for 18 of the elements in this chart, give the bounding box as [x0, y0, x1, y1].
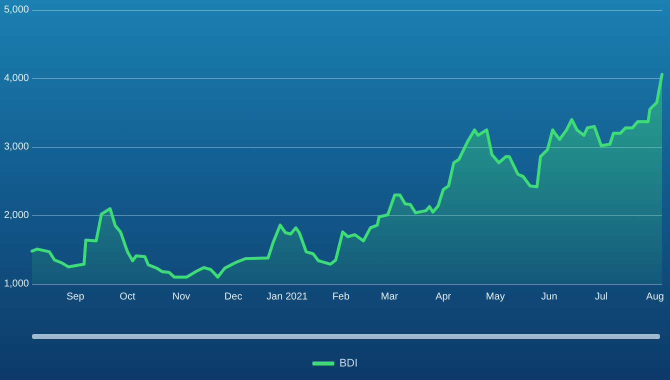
- x-tick-label: Oct: [120, 292, 136, 302]
- x-tick-label: Jan 2021: [266, 292, 308, 302]
- x-tick-label: Apr: [436, 292, 452, 302]
- x-tick-label: Dec: [224, 292, 242, 302]
- x-tick-label: Jun: [541, 292, 558, 302]
- legend-label: BDI: [339, 358, 358, 370]
- x-tick-label: Jul: [594, 292, 608, 302]
- y-tick-label: 1,000: [4, 278, 30, 290]
- y-tick-label: 5,000: [4, 4, 30, 16]
- x-tick-label: Aug: [646, 292, 664, 302]
- x-tick-label: Feb: [332, 292, 350, 302]
- x-tick-label: May: [486, 292, 505, 302]
- x-tick-label: Sep: [66, 292, 85, 302]
- x-tick-label: Mar: [380, 292, 399, 302]
- y-tick-label: 3,000: [4, 142, 30, 152]
- x-tick-label: Nov: [172, 292, 190, 302]
- y-tick-label: 2,000: [4, 210, 30, 221]
- y-tick-label: 4,000: [4, 73, 30, 84]
